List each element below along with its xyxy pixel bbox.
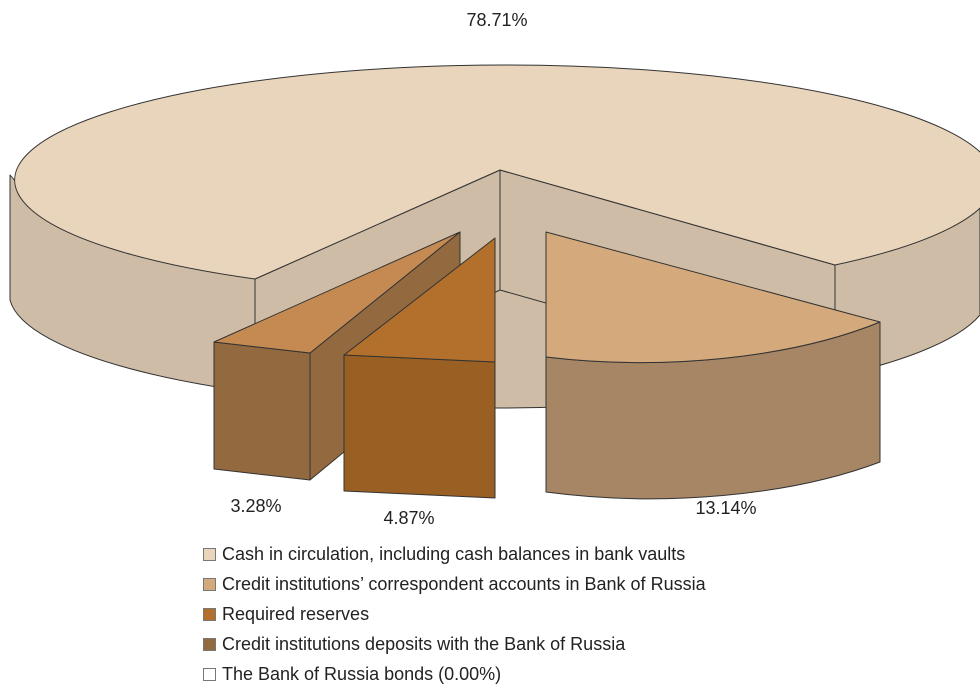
legend: Cash in circulation, including cash bala… (203, 539, 706, 689)
value-label-deposits: 3.28% (230, 496, 281, 516)
legend-label-bonds: The Bank of Russia bonds (0.00%) (222, 664, 502, 684)
pie-slices (9, 64, 980, 500)
legend-swatch-cash (203, 547, 216, 561)
value-label-cash: 78.71% (466, 10, 527, 30)
legend-swatch-deposits (203, 637, 216, 651)
legend-swatch-required-reserves (203, 607, 216, 621)
legend-swatch-correspondent-accounts (203, 577, 216, 591)
legend-label-deposits: Credit institutions deposits with the Ba… (222, 634, 626, 654)
legend-label-required-reserves: Required reserves (222, 604, 370, 624)
legend-item-cash: Cash in circulation, including cash bala… (203, 539, 706, 569)
value-label-required-reserves: 4.87% (383, 508, 434, 528)
value-label-correspondent-accounts: 13.14% (695, 498, 756, 518)
legend-item-bonds: The Bank of Russia bonds (0.00%) (203, 659, 706, 689)
legend-item-correspondent-accounts: Credit institutions’ correspondent accou… (203, 569, 706, 599)
legend-item-deposits: Credit institutions deposits with the Ba… (203, 629, 706, 659)
slice-required-reserves-side (343, 354, 496, 499)
legend-label-correspondent-accounts: Credit institutions’ correspondent accou… (222, 574, 706, 594)
legend-swatch-bonds (203, 667, 216, 681)
slice-required-reserves-top (343, 237, 496, 363)
slice-cash-top (14, 64, 980, 280)
value-labels: 78.71% 13.14% 4.87% 3.28% (230, 10, 756, 528)
legend-item-required-reserves: Required reserves (203, 599, 706, 629)
legend-label-cash: Cash in circulation, including cash bala… (222, 544, 686, 564)
slice-correspondent-accounts-top (545, 231, 881, 364)
slice-deposits-side (213, 341, 311, 481)
slice-deposits-top (213, 231, 461, 354)
